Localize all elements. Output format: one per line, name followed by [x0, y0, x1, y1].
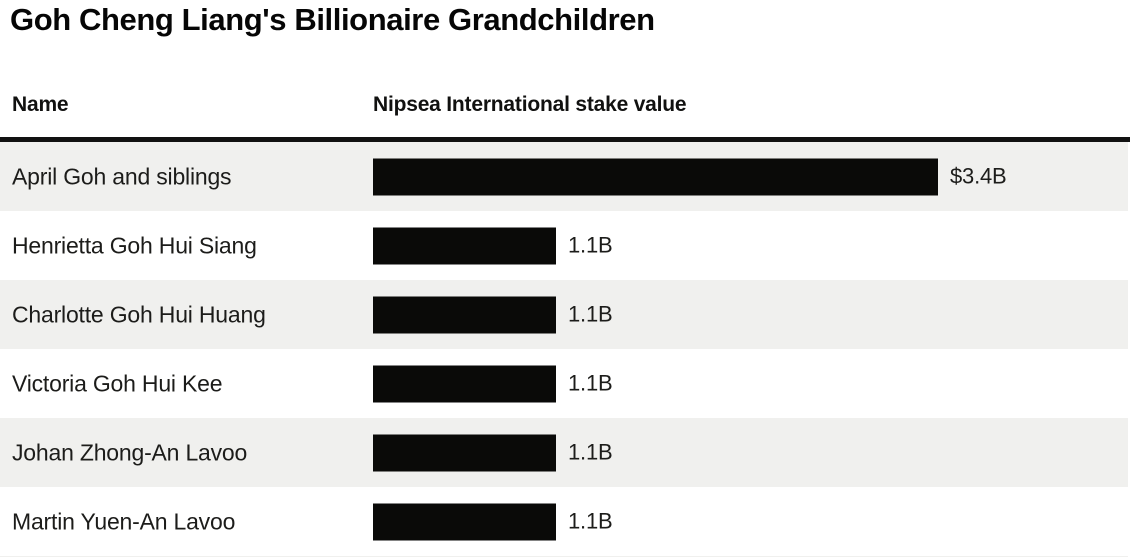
- value-bar: [373, 503, 556, 540]
- table-row: Charlotte Goh Hui Huang 1.1B: [0, 280, 1128, 349]
- value-bar: [373, 158, 938, 195]
- value-bar: [373, 296, 556, 333]
- row-name: April Goh and siblings: [12, 163, 232, 189]
- bar-value-label: 1.1B: [568, 370, 613, 396]
- bar-track: 1.1B: [373, 296, 613, 333]
- bar-track: $3.4B: [373, 158, 1007, 195]
- row-name: Henrietta Goh Hui Siang: [12, 232, 257, 258]
- bar-value-label: 1.1B: [568, 439, 613, 465]
- header-divider-rule: [0, 137, 1130, 142]
- table-row: Johan Zhong-An Lavoo 1.1B: [0, 418, 1128, 487]
- row-name: Johan Zhong-An Lavoo: [12, 439, 248, 465]
- bar-track: 1.1B: [373, 227, 613, 264]
- value-bar: [373, 365, 556, 402]
- bar-track: 1.1B: [373, 365, 613, 402]
- row-name: Victoria Goh Hui Kee: [12, 370, 223, 396]
- bar-track: 1.1B: [373, 434, 613, 471]
- value-bar: [373, 434, 556, 471]
- bar-value-label: $3.4B: [950, 163, 1007, 189]
- bar-chart-rows: April Goh and siblings $3.4B Henrietta G…: [0, 142, 1140, 556]
- table-row: Victoria Goh Hui Kee 1.1B: [0, 349, 1128, 418]
- value-bar: [373, 227, 556, 264]
- chart-title: Goh Cheng Liang's Billionaire Grandchild…: [10, 2, 655, 37]
- row-name: Martin Yuen-An Lavoo: [12, 508, 236, 534]
- bar-track: 1.1B: [373, 503, 613, 540]
- table-row: Martin Yuen-An Lavoo 1.1B: [0, 487, 1128, 556]
- column-header-stake-value: Nipsea International stake value: [373, 93, 687, 116]
- bar-value-label: 1.1B: [568, 232, 613, 258]
- table-row: April Goh and siblings $3.4B: [0, 142, 1128, 211]
- table-row: Henrietta Goh Hui Siang 1.1B: [0, 211, 1128, 280]
- row-name: Charlotte Goh Hui Huang: [12, 301, 266, 327]
- bar-value-label: 1.1B: [568, 508, 613, 534]
- bar-value-label: 1.1B: [568, 301, 613, 327]
- column-header-name: Name: [12, 93, 69, 116]
